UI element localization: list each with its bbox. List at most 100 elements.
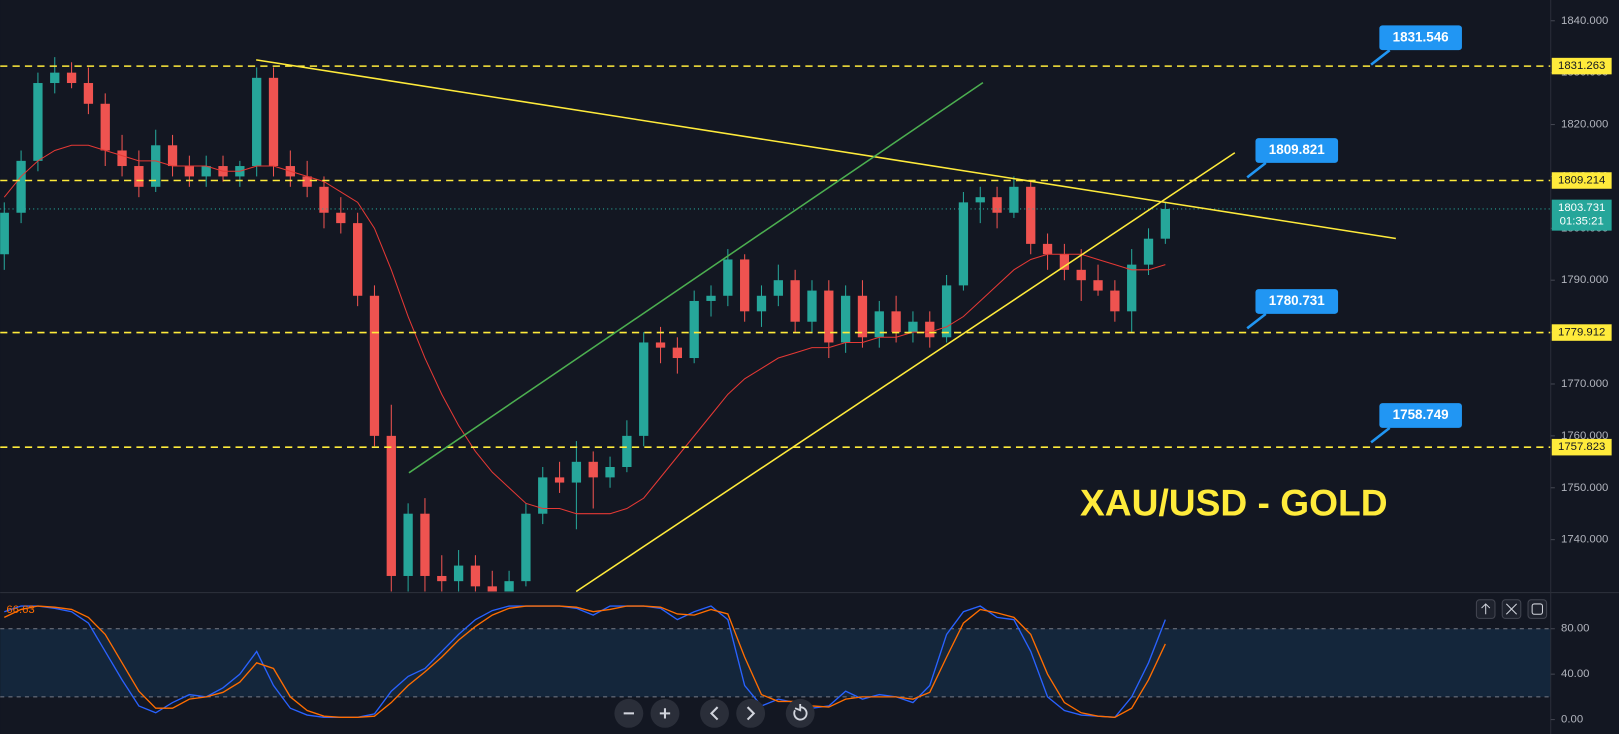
level-label-bg [1551, 438, 1612, 456]
level-label: 1831.263 [1558, 60, 1605, 72]
icon [1505, 603, 1518, 615]
y-tick-label: 1750.000 [1561, 482, 1608, 494]
candle-body [1059, 254, 1070, 270]
candle-body [420, 513, 430, 576]
candle-body [840, 295, 851, 343]
price-pane [0, 57, 1551, 592]
stoch-pane [0, 605, 1551, 719]
level-label-bg [1551, 324, 1612, 341]
candle-body [554, 477, 565, 483]
candle-body [386, 435, 396, 576]
scroll-right-button[interactable] [736, 698, 766, 728]
candle-body [100, 103, 110, 151]
candle-body [66, 72, 77, 84]
candle-body [83, 83, 94, 104]
candle-body [252, 77, 262, 167]
candle-body [571, 461, 582, 483]
candle-body [975, 197, 985, 203]
candle-body [958, 202, 969, 286]
candle-body [908, 321, 918, 333]
y-tick-label: 80.00 [1561, 623, 1589, 635]
y-tick-label: 1840.000 [1561, 15, 1608, 27]
reset-button[interactable] [785, 698, 815, 728]
candle-body [1160, 208, 1170, 239]
candle-body [1143, 238, 1154, 265]
moving-average [3, 144, 1166, 515]
y-tick-label: 1820.000 [1561, 119, 1608, 131]
candle-body [403, 513, 413, 576]
callout-bg [1255, 289, 1339, 314]
candle-body [672, 347, 683, 359]
icon [659, 708, 671, 719]
icon [709, 706, 719, 721]
candle-body [487, 586, 497, 592]
icon [746, 706, 756, 721]
candle-body [50, 72, 60, 84]
candle-body [538, 477, 548, 514]
callout-leader [1370, 49, 1391, 66]
callout-bg [1379, 403, 1462, 428]
candle-body [756, 295, 767, 312]
candle-body [891, 311, 901, 333]
candle-body [874, 311, 884, 338]
candle-body [167, 145, 178, 167]
callout-bg [1379, 25, 1462, 51]
candle-body [302, 176, 312, 187]
callout-label: 1758.749 [1393, 407, 1449, 422]
trend-line [256, 59, 1396, 240]
level-label: 1757.823 [1558, 441, 1605, 453]
candle-body [336, 212, 346, 224]
countdown-label: 01:35:21 [1560, 215, 1604, 227]
candle-body [134, 166, 144, 187]
candle-body [117, 150, 127, 167]
candle-body [184, 166, 195, 177]
candle-body [1042, 243, 1053, 255]
last-price-bg [1551, 199, 1612, 231]
y-tick-label: 40.00 [1561, 668, 1589, 680]
last-price-label: 1803.731 [1558, 202, 1605, 214]
candle-body [453, 565, 464, 582]
candle-body [857, 295, 868, 338]
stoch-line [3, 605, 1166, 718]
callout-label: 1831.546 [1393, 29, 1449, 44]
labels: 1831.263 1809.214 1779.912 1757.823 1831.546… [6, 25, 1612, 616]
stoch-value-label: 66.63 [6, 604, 34, 616]
candle-body [588, 461, 598, 478]
scroll-left-button[interactable] [700, 698, 729, 728]
candle-body [925, 321, 935, 338]
candle-body [352, 223, 363, 296]
stoch-line [4, 605, 1166, 719]
candle-body [740, 259, 750, 312]
candle-body [16, 160, 26, 213]
candle-body [1009, 186, 1019, 213]
candle-body [1076, 269, 1086, 281]
icon [1531, 603, 1543, 615]
level-label: 1809.214 [1558, 175, 1605, 187]
candle-body [941, 285, 952, 338]
level-label: 1779.912 [1558, 327, 1605, 339]
candle-body [706, 295, 716, 301]
channel-line [408, 81, 984, 474]
trend-lines [256, 59, 1396, 593]
icon [793, 704, 808, 721]
candle-body [1026, 186, 1036, 244]
candle-body [437, 575, 447, 582]
maximize-button[interactable] [1527, 599, 1548, 619]
pane-buttons [1475, 599, 1548, 619]
candle-body [1110, 290, 1120, 312]
candle-body [504, 581, 514, 592]
callout-leader [1246, 312, 1267, 330]
icon [1481, 603, 1491, 615]
y-tick-label: 1760.000 [1561, 430, 1608, 442]
candle-body [723, 259, 733, 296]
candle-body [1093, 280, 1103, 291]
callout-bg [1255, 138, 1339, 163]
callout-label: 1809.821 [1269, 142, 1325, 157]
candle-body [33, 83, 43, 161]
candle-body [992, 197, 1002, 213]
candle-body [689, 300, 699, 359]
y-tick-label: 1740.000 [1561, 534, 1608, 546]
